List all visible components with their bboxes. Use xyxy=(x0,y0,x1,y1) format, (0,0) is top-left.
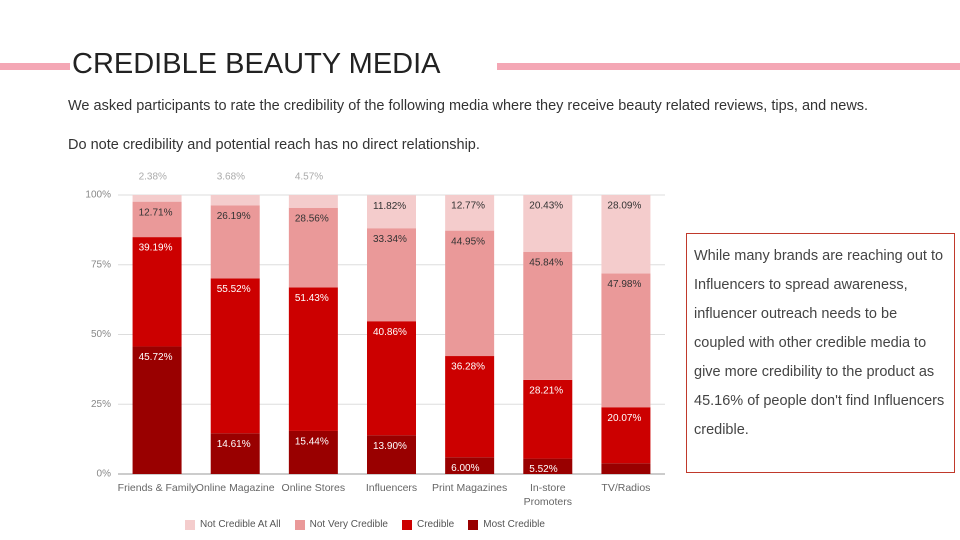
data-label: 33.34% xyxy=(373,234,407,245)
data-label: 6.00% xyxy=(451,463,479,474)
bar-segment xyxy=(210,433,260,474)
bar-segment xyxy=(601,273,651,408)
bar-segment xyxy=(288,207,338,288)
data-label: 26.19% xyxy=(217,211,251,222)
legend-item: Credible xyxy=(401,519,455,530)
data-label: 20.43% xyxy=(529,201,563,212)
bar-segment xyxy=(601,195,651,274)
title-rule-left xyxy=(0,63,70,70)
x-tick-label: Friends & Family xyxy=(117,482,197,494)
legend-label: Most Credible xyxy=(483,519,545,530)
bar-segment xyxy=(210,278,260,434)
bar-segment xyxy=(132,195,182,202)
data-label: 4.57% xyxy=(295,172,323,183)
bar-segment xyxy=(210,195,260,206)
data-label: 45.72% xyxy=(139,352,173,363)
bar-segment xyxy=(445,195,495,231)
data-label: 28.21% xyxy=(529,386,563,397)
data-label: 3.68% xyxy=(217,172,245,183)
x-tick-label: Influencers xyxy=(365,482,418,494)
description: Do note credibility and potential reach … xyxy=(68,137,480,153)
data-label: 5.52% xyxy=(529,464,557,475)
bar-segment xyxy=(367,228,416,322)
legend-swatch xyxy=(468,519,479,530)
data-label: 55.52% xyxy=(217,284,251,295)
x-tick-label: Online Magazine xyxy=(195,482,275,494)
x-tick-label: TV/Radios xyxy=(601,482,651,494)
bar-segment xyxy=(523,251,573,380)
bar-segment xyxy=(445,356,495,458)
y-tick-label: 50% xyxy=(91,329,111,340)
data-label: 45.84% xyxy=(529,258,563,269)
data-label: 36.28% xyxy=(451,362,485,373)
bar-segment xyxy=(288,287,338,431)
x-tick-label: In-store Promoters xyxy=(523,482,572,508)
data-label: 14.61% xyxy=(217,439,251,450)
callout: While many brands are reaching out to In… xyxy=(686,233,955,473)
legend-item: Not Very Credible xyxy=(294,519,388,530)
bar-segment xyxy=(601,407,651,464)
bar-segment xyxy=(367,195,416,229)
y-tick-label: 0% xyxy=(97,469,112,480)
data-label: 47.98% xyxy=(607,279,641,290)
bar-segment xyxy=(523,379,573,459)
bar-segment xyxy=(210,205,260,279)
title-rule-right xyxy=(497,63,960,70)
legend: Not Credible At All Not Very Credible Cred… xyxy=(185,519,545,530)
legend-swatch xyxy=(185,519,195,530)
legend-item: Most Credible xyxy=(468,519,545,530)
bar-segment xyxy=(367,321,416,436)
data-label: 12.77% xyxy=(451,201,485,212)
bar-segment xyxy=(132,346,182,474)
x-tick-label: Online Stores xyxy=(281,482,346,494)
y-tick-label: 75% xyxy=(91,259,111,270)
data-label: 40.86% xyxy=(373,327,407,338)
data-label: 11.82% xyxy=(373,201,406,212)
bar-segment xyxy=(445,457,495,474)
data-label: 44.95% xyxy=(451,236,485,247)
legend-swatch xyxy=(294,519,305,530)
bar-segment xyxy=(523,458,573,474)
y-tick-label: 100% xyxy=(85,190,111,201)
x-tick-label: Print Magazines xyxy=(431,482,508,494)
data-label: 20.07% xyxy=(607,413,641,424)
data-label: 13.90% xyxy=(373,441,407,452)
legend-item: Not Credible At All xyxy=(185,519,281,530)
data-label: 12.71% xyxy=(139,207,173,218)
bar-segment xyxy=(445,230,495,357)
bar-segment xyxy=(288,430,338,474)
bar-segment xyxy=(367,435,416,474)
description: We asked participants to rate the credib… xyxy=(68,98,869,114)
legend-label: Not Very Credible xyxy=(309,519,388,530)
bar-segment xyxy=(523,195,573,252)
data-label: 28.56% xyxy=(295,213,329,224)
legend-label: Not Credible At All xyxy=(200,519,281,530)
data-label: 39.19% xyxy=(139,243,173,254)
data-label: 15.44% xyxy=(295,437,329,448)
bar-segment xyxy=(288,195,338,208)
data-label: 2.38% xyxy=(139,172,167,183)
data-label: 51.43% xyxy=(295,293,329,304)
y-tick-label: 25% xyxy=(91,399,111,410)
bar-segment xyxy=(132,201,182,238)
bar-segment xyxy=(132,237,182,347)
legend-label: Credible xyxy=(416,519,455,530)
legend-swatch xyxy=(401,519,412,530)
bar-segment xyxy=(601,463,651,474)
data-label: 28.09% xyxy=(607,201,641,212)
slide-title: CREDIBLE BEAUTY MEDIA xyxy=(72,48,441,80)
